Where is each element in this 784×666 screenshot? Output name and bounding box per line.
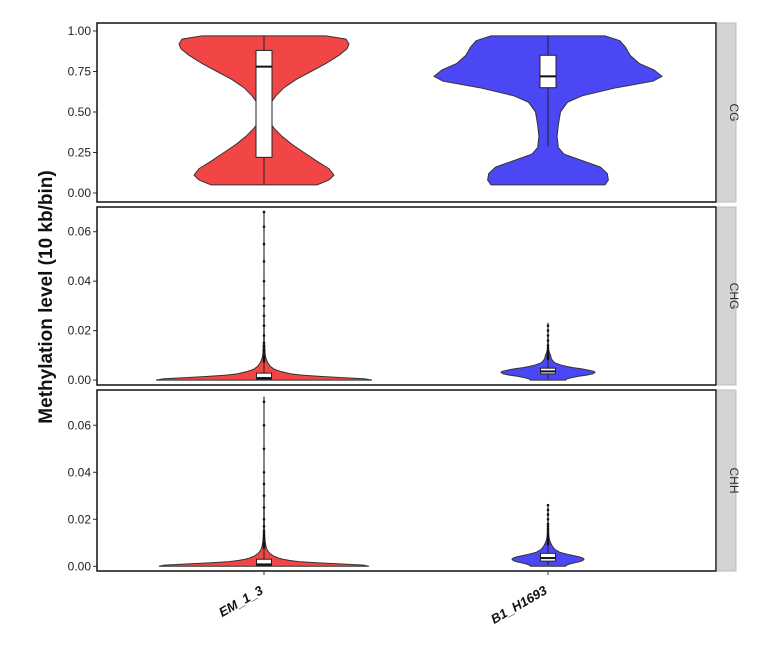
outlier-point — [262, 334, 266, 337]
box-b1_h1693 — [539, 54, 557, 89]
facet-strip — [716, 389, 737, 572]
panel-border — [96, 206, 717, 386]
outlier-point — [262, 532, 266, 535]
y-tick-label: 0.04 — [68, 465, 92, 479]
outlier-point — [262, 225, 266, 229]
panel-background — [97, 390, 716, 571]
outlier-point — [546, 529, 550, 533]
outlier-point — [262, 534, 266, 538]
outlier-point — [546, 539, 550, 542]
outlier-point — [262, 541, 266, 545]
outlier-point — [262, 341, 266, 345]
y-tick-label: 0.06 — [68, 418, 92, 432]
outlier-point — [262, 324, 266, 327]
box-em_1_3 — [255, 49, 273, 158]
outlier-point — [262, 304, 266, 308]
y-tick-label: 0.02 — [68, 324, 92, 338]
outlier-point — [262, 470, 266, 474]
outlier-point — [262, 525, 266, 528]
outlier-point — [546, 354, 550, 357]
facet-strip-label: CHH — [727, 468, 741, 494]
outlier-point — [546, 532, 550, 535]
outlier-point — [262, 355, 266, 358]
y-axis-title: Methylation level (10 kb/bin) — [36, 170, 57, 423]
outlier-point — [262, 529, 266, 533]
x-category-label: EM_1_3 — [216, 582, 266, 620]
facet-strip-label: CHG — [727, 283, 741, 310]
outlier-point — [262, 297, 266, 300]
outlier-point — [262, 536, 266, 540]
y-tick-label: 0.00 — [68, 373, 92, 387]
y-tick-label: 0.04 — [68, 274, 92, 288]
y-tick-label: 1.00 — [68, 24, 92, 38]
outlier-point — [262, 423, 266, 427]
outlier-point — [262, 494, 266, 498]
facet-panel-chg: 0.00 0.02 0.04 0.06 CHG — [68, 206, 741, 387]
outlier-point — [262, 344, 266, 347]
y-tick-label: 0.00 — [68, 186, 92, 200]
facet-strip — [716, 22, 737, 203]
outlier-point — [546, 508, 550, 512]
outlier-point — [262, 539, 266, 542]
outlier-point — [262, 400, 266, 404]
outlier-point — [262, 506, 266, 509]
outlier-point — [546, 329, 550, 332]
outlier-point — [262, 447, 266, 451]
outlier-point — [546, 339, 550, 342]
facet-panel-chh: 0.00 0.02 0.04 0.06 CHH — [68, 389, 741, 573]
outlier-point — [546, 346, 550, 350]
facet-strip-label: CG — [727, 104, 741, 122]
outlier-point — [546, 534, 550, 538]
box-em_1_3 — [256, 558, 272, 567]
facet-panel-cg: 0.00 0.25 0.50 0.75 1.00 CG — [68, 22, 741, 203]
outlier-point — [546, 525, 550, 528]
outlier-point — [262, 279, 266, 283]
y-tick-label: 0.00 — [68, 559, 92, 573]
outlier-point — [546, 541, 550, 545]
panel-border — [96, 389, 717, 572]
y-tick-label: 0.25 — [68, 146, 92, 160]
outlier-point — [546, 536, 550, 540]
outlier-point — [546, 344, 550, 347]
outlier-point — [262, 352, 266, 356]
outlier-point — [262, 210, 266, 214]
outlier-point — [546, 334, 550, 337]
outlier-point — [546, 527, 550, 530]
y-tick-label: 0.50 — [68, 105, 92, 119]
panel-background — [97, 207, 716, 385]
outlier-point — [546, 349, 550, 352]
outlier-point — [546, 503, 550, 507]
outlier-point — [262, 347, 266, 351]
outlier-point — [262, 517, 266, 521]
facet-strip — [716, 206, 737, 386]
violin-em_1_3 — [158, 396, 370, 567]
outlier-point — [262, 482, 266, 486]
y-tick-label: 0.06 — [68, 225, 92, 239]
outlier-point — [546, 351, 550, 355]
x-category-label: B1_H1693 — [488, 582, 550, 626]
outlier-point — [546, 517, 550, 521]
outlier-point — [262, 242, 266, 246]
outlier-point — [262, 260, 266, 263]
outlier-point — [546, 513, 550, 516]
box-em_1_3 — [256, 372, 272, 380]
outlier-point — [262, 314, 266, 318]
panel-border — [96, 22, 717, 203]
outlier-point — [546, 324, 550, 327]
y-tick-label: 0.75 — [68, 65, 92, 79]
outlier-point — [546, 522, 550, 526]
y-tick-label: 0.02 — [68, 512, 92, 526]
